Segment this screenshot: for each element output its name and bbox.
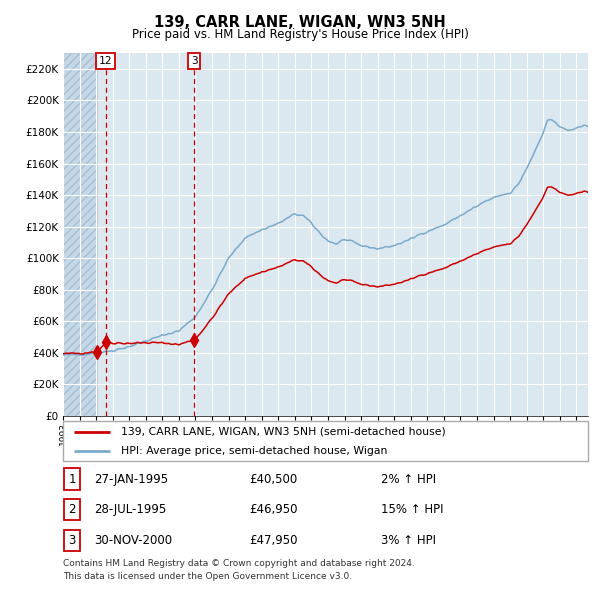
Text: 28-JUL-1995: 28-JUL-1995 <box>94 503 166 516</box>
Bar <box>63 53 97 416</box>
Text: 15% ↑ HPI: 15% ↑ HPI <box>381 503 443 516</box>
Text: 30-NOV-2000: 30-NOV-2000 <box>94 534 172 547</box>
Text: £40,500: £40,500 <box>249 473 297 486</box>
Text: 12: 12 <box>99 56 112 66</box>
Text: 1: 1 <box>68 473 76 486</box>
Text: 139, CARR LANE, WIGAN, WN3 5NH (semi-detached house): 139, CARR LANE, WIGAN, WN3 5NH (semi-det… <box>121 427 445 437</box>
Text: 27-JAN-1995: 27-JAN-1995 <box>94 473 169 486</box>
Text: 3: 3 <box>191 56 197 66</box>
Text: £47,950: £47,950 <box>249 534 298 547</box>
Text: 3% ↑ HPI: 3% ↑ HPI <box>381 534 436 547</box>
Text: £46,950: £46,950 <box>249 503 298 516</box>
Text: This data is licensed under the Open Government Licence v3.0.: This data is licensed under the Open Gov… <box>63 572 352 581</box>
Text: Price paid vs. HM Land Registry's House Price Index (HPI): Price paid vs. HM Land Registry's House … <box>131 28 469 41</box>
Text: 2% ↑ HPI: 2% ↑ HPI <box>381 473 436 486</box>
Text: Contains HM Land Registry data © Crown copyright and database right 2024.: Contains HM Land Registry data © Crown c… <box>63 559 415 568</box>
Text: HPI: Average price, semi-detached house, Wigan: HPI: Average price, semi-detached house,… <box>121 446 387 456</box>
Text: 139, CARR LANE, WIGAN, WN3 5NH: 139, CARR LANE, WIGAN, WN3 5NH <box>154 15 446 30</box>
Text: 3: 3 <box>68 534 76 547</box>
Text: 2: 2 <box>68 503 76 516</box>
